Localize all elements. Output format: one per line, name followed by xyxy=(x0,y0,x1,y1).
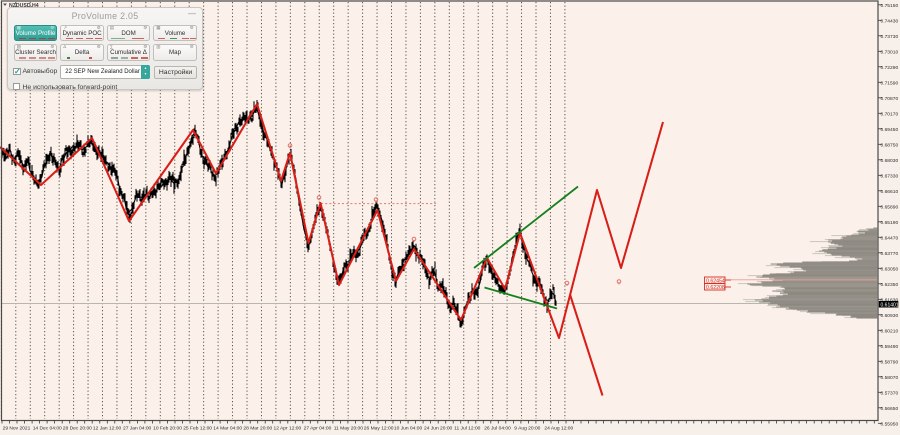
svg-text:0.58790: 0.58790 xyxy=(881,359,899,365)
svg-text:0.57370: 0.57370 xyxy=(881,390,899,396)
svg-text:NZDUSD,H4: NZDUSD,H4 xyxy=(9,3,39,9)
svg-text:27 Apr 04:00: 27 Apr 04:00 xyxy=(304,426,332,432)
svg-text:26 May 12:00: 26 May 12:00 xyxy=(364,426,394,432)
svg-text:0.74430: 0.74430 xyxy=(881,18,899,24)
svg-text:0.64470: 0.64470 xyxy=(881,235,899,241)
svg-text:0.63770: 0.63770 xyxy=(881,251,899,257)
svg-text:0.70170: 0.70170 xyxy=(881,111,899,117)
svg-text:14 Mar 04:00: 14 Mar 04:00 xyxy=(213,426,242,432)
svg-text:0.56650: 0.56650 xyxy=(881,406,899,412)
svg-text:11 Jul 12:00: 11 Jul 12:00 xyxy=(454,426,481,432)
svg-text:0.62208: 0.62208 xyxy=(706,285,725,291)
svg-text:12 Apr 12:00: 12 Apr 12:00 xyxy=(274,426,302,432)
svg-text:0.65190: 0.65190 xyxy=(881,220,899,226)
svg-text:0.60930: 0.60930 xyxy=(881,313,899,319)
svg-text:0.60210: 0.60210 xyxy=(881,328,899,334)
svg-text:27 Jan 04:00: 27 Jan 04:00 xyxy=(123,426,152,432)
svg-text:0.67330: 0.67330 xyxy=(881,173,899,179)
svg-text:0.68030: 0.68030 xyxy=(881,158,899,164)
svg-text:0.69450: 0.69450 xyxy=(881,127,899,133)
svg-text:0.70870: 0.70870 xyxy=(881,96,899,102)
svg-text:0.55950: 0.55950 xyxy=(881,421,899,427)
svg-text:0.61401: 0.61401 xyxy=(881,302,899,308)
svg-text:0.68750: 0.68750 xyxy=(881,142,899,148)
svg-text:24 Aug 12:00: 24 Aug 12:00 xyxy=(544,426,573,432)
svg-text:0.62454: 0.62454 xyxy=(706,278,725,284)
svg-text:0.73010: 0.73010 xyxy=(881,49,899,55)
svg-text:28 Mar 20:00: 28 Mar 20:00 xyxy=(243,426,272,432)
svg-text:0.66610: 0.66610 xyxy=(881,189,899,195)
svg-text:0.59490: 0.59490 xyxy=(881,344,899,350)
svg-text:0.62350: 0.62350 xyxy=(881,282,899,288)
svg-text:11 May 20:00: 11 May 20:00 xyxy=(334,426,364,432)
svg-text:24 Jun 20:00: 24 Jun 20:00 xyxy=(424,426,453,432)
svg-text:28 Dec 20:00: 28 Dec 20:00 xyxy=(63,426,92,432)
svg-text:9 Aug 20:00: 9 Aug 20:00 xyxy=(514,426,540,432)
svg-text:0.71590: 0.71590 xyxy=(881,80,899,86)
svg-text:25 Feb 12:00: 25 Feb 12:00 xyxy=(183,426,212,432)
svg-text:10 Jun 04:00: 10 Jun 04:00 xyxy=(394,426,423,432)
svg-text:0.65890: 0.65890 xyxy=(881,204,899,210)
svg-text:0.75150: 0.75150 xyxy=(881,3,899,9)
svg-text:0.61630: 0.61630 xyxy=(881,297,899,303)
svg-text:0.72290: 0.72290 xyxy=(881,65,899,71)
svg-text:0.73730: 0.73730 xyxy=(881,34,899,40)
svg-text:12 Jan 12:00: 12 Jan 12:00 xyxy=(93,426,122,432)
svg-text:26 Jul 04:00: 26 Jul 04:00 xyxy=(484,426,511,432)
svg-text:0.58070: 0.58070 xyxy=(881,375,899,381)
svg-text:29 Nov 2021: 29 Nov 2021 xyxy=(3,426,31,432)
svg-text:14 Dec 04:00: 14 Dec 04:00 xyxy=(33,426,62,432)
svg-text:10 Feb 20:00: 10 Feb 20:00 xyxy=(153,426,182,432)
svg-text:0.63050: 0.63050 xyxy=(881,266,899,272)
